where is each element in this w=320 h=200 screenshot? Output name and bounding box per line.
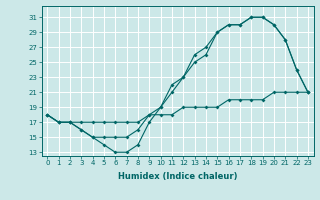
X-axis label: Humidex (Indice chaleur): Humidex (Indice chaleur) bbox=[118, 172, 237, 181]
